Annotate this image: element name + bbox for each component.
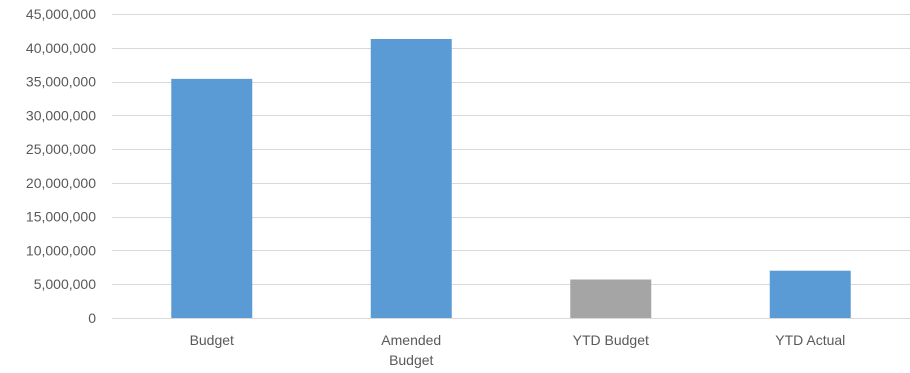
y-tick-label-2: 10,000,000 [26,242,96,258]
x-category-label-2-line-0: YTD Budget [573,332,649,348]
y-tick-label-9: 45,000,000 [26,6,96,22]
x-category-label-1-line-1: Budget [389,352,433,368]
y-tick-label-8: 40,000,000 [26,40,96,56]
y-tick-label-6: 30,000,000 [26,107,96,123]
bar-1 [370,38,452,319]
y-tick-label-3: 15,000,000 [26,209,96,225]
x-category-label-3: YTD Actual [775,332,845,348]
y-tick-label-5: 25,000,000 [26,141,96,157]
x-category-label-3-line-0: YTD Actual [775,332,845,348]
x-axis-category-labels: Budget Amended Budget YTD Budget YTD Actual [190,332,846,368]
y-tick-label-7: 35,000,000 [26,74,96,90]
x-category-label-1: Amended Budget [381,332,441,368]
bar-3 [769,270,851,318]
y-tick-label-0: 0 [88,310,96,326]
y-tick-label-1: 5,000,000 [34,276,96,292]
bar-0 [171,78,253,318]
x-category-label-0: Budget [190,332,234,348]
x-category-label-0-line-0: Budget [190,332,234,348]
bars [171,38,851,319]
x-category-label-2: YTD Budget [573,332,649,348]
x-category-label-1-line-0: Amended [381,332,441,348]
y-tick-label-4: 20,000,000 [26,175,96,191]
y-axis-tick-labels: 0 5,000,000 10,000,000 15,000,000 20,000,000… [26,6,96,326]
bar-2 [570,279,652,318]
